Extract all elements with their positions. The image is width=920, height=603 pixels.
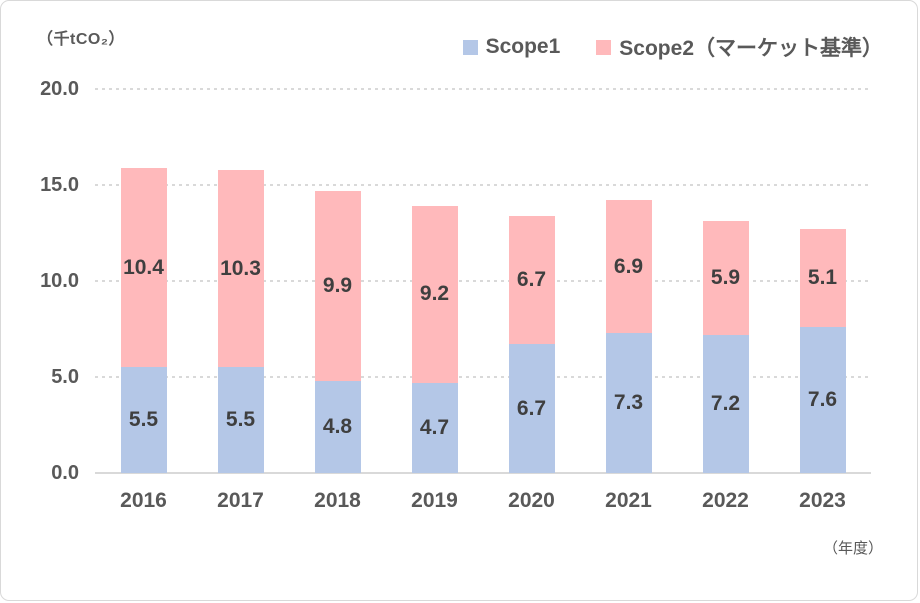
bar-segment-scope1 bbox=[799, 327, 846, 473]
bar-value-scope1: 5.5 bbox=[225, 408, 256, 432]
x-axis-unit-label: （年度） bbox=[822, 540, 883, 557]
x-axis-tick-label: 2016 bbox=[120, 489, 167, 512]
bar-value-scope2: 5.1 bbox=[807, 266, 838, 290]
gridline bbox=[95, 88, 871, 90]
x-axis-tick-label: 2019 bbox=[411, 489, 458, 512]
y-axis-tick-label: 10.0 bbox=[40, 270, 79, 292]
y-axis-unit-label: （千tCO₂） bbox=[37, 31, 125, 48]
bar-segment-scope1 bbox=[508, 344, 555, 473]
bar-segment-scope1 bbox=[314, 380, 361, 473]
bar-value-scope1: 7.6 bbox=[807, 388, 838, 412]
legend-label-scope2: Scope2（マーケット基準） bbox=[619, 37, 883, 60]
gridline bbox=[95, 184, 871, 186]
y-axis-tick-label: 15.0 bbox=[40, 174, 79, 196]
bar-value-scope1: 7.2 bbox=[710, 391, 741, 415]
x-axis-tick-label: 2022 bbox=[702, 489, 749, 512]
bar-segment-scope2 bbox=[120, 167, 167, 368]
bar-value-scope2: 9.9 bbox=[322, 273, 353, 297]
bar-value-scope1: 4.8 bbox=[322, 414, 353, 438]
bar-segment-scope2 bbox=[508, 215, 555, 345]
bar-segment-scope2 bbox=[799, 229, 846, 328]
bar-segment-scope1 bbox=[120, 367, 167, 473]
bar-segment-scope1 bbox=[217, 367, 264, 473]
legend-item-scope1: Scope1 bbox=[462, 35, 561, 59]
legend: Scope1 Scope2（マーケット基準） bbox=[462, 32, 883, 62]
bar-segment-scope2 bbox=[702, 221, 749, 335]
bar-segment-scope1 bbox=[411, 382, 458, 473]
bar-value-scope1: 4.7 bbox=[419, 415, 450, 439]
y-axis-tick-label: 0.0 bbox=[51, 462, 79, 484]
bar-segment-scope1 bbox=[605, 332, 652, 473]
x-axis-tick-label: 2017 bbox=[217, 489, 264, 512]
x-axis-line bbox=[95, 472, 871, 474]
x-axis-tick-label: 2021 bbox=[605, 489, 652, 512]
bar-value-scope2: 10.4 bbox=[123, 255, 164, 279]
y-axis-tick-label: 5.0 bbox=[51, 366, 79, 388]
bar-value-scope2: 10.3 bbox=[220, 256, 261, 280]
y-axis-tick-label: 20.0 bbox=[40, 78, 79, 100]
bar-value-scope2: 9.2 bbox=[419, 282, 450, 306]
bar-segment-scope2 bbox=[605, 200, 652, 333]
bar-segment-scope2 bbox=[314, 190, 361, 381]
x-axis-tick-label: 2023 bbox=[799, 489, 846, 512]
bar-value-scope1: 6.7 bbox=[516, 396, 547, 420]
legend-label-scope1: Scope1 bbox=[485, 35, 561, 58]
bar-value-scope2: 6.9 bbox=[613, 254, 644, 278]
bar-value-scope2: 6.7 bbox=[516, 268, 547, 292]
bar-value-scope1: 7.3 bbox=[613, 390, 644, 414]
x-axis-tick-label: 2018 bbox=[314, 489, 361, 512]
bar-segment-scope1 bbox=[702, 334, 749, 473]
bar-segment-scope2 bbox=[217, 169, 264, 368]
bar-segment-scope2 bbox=[411, 206, 458, 383]
x-axis-tick-label: 2020 bbox=[508, 489, 555, 512]
bar-value-scope1: 5.5 bbox=[128, 408, 159, 432]
gridline bbox=[95, 280, 871, 282]
scope2-swatch bbox=[596, 39, 612, 55]
legend-item-scope2: Scope2（マーケット基準） bbox=[596, 32, 883, 62]
gridline bbox=[95, 376, 871, 378]
bar-value-scope2: 5.9 bbox=[710, 266, 741, 290]
scope1-swatch bbox=[462, 39, 478, 55]
